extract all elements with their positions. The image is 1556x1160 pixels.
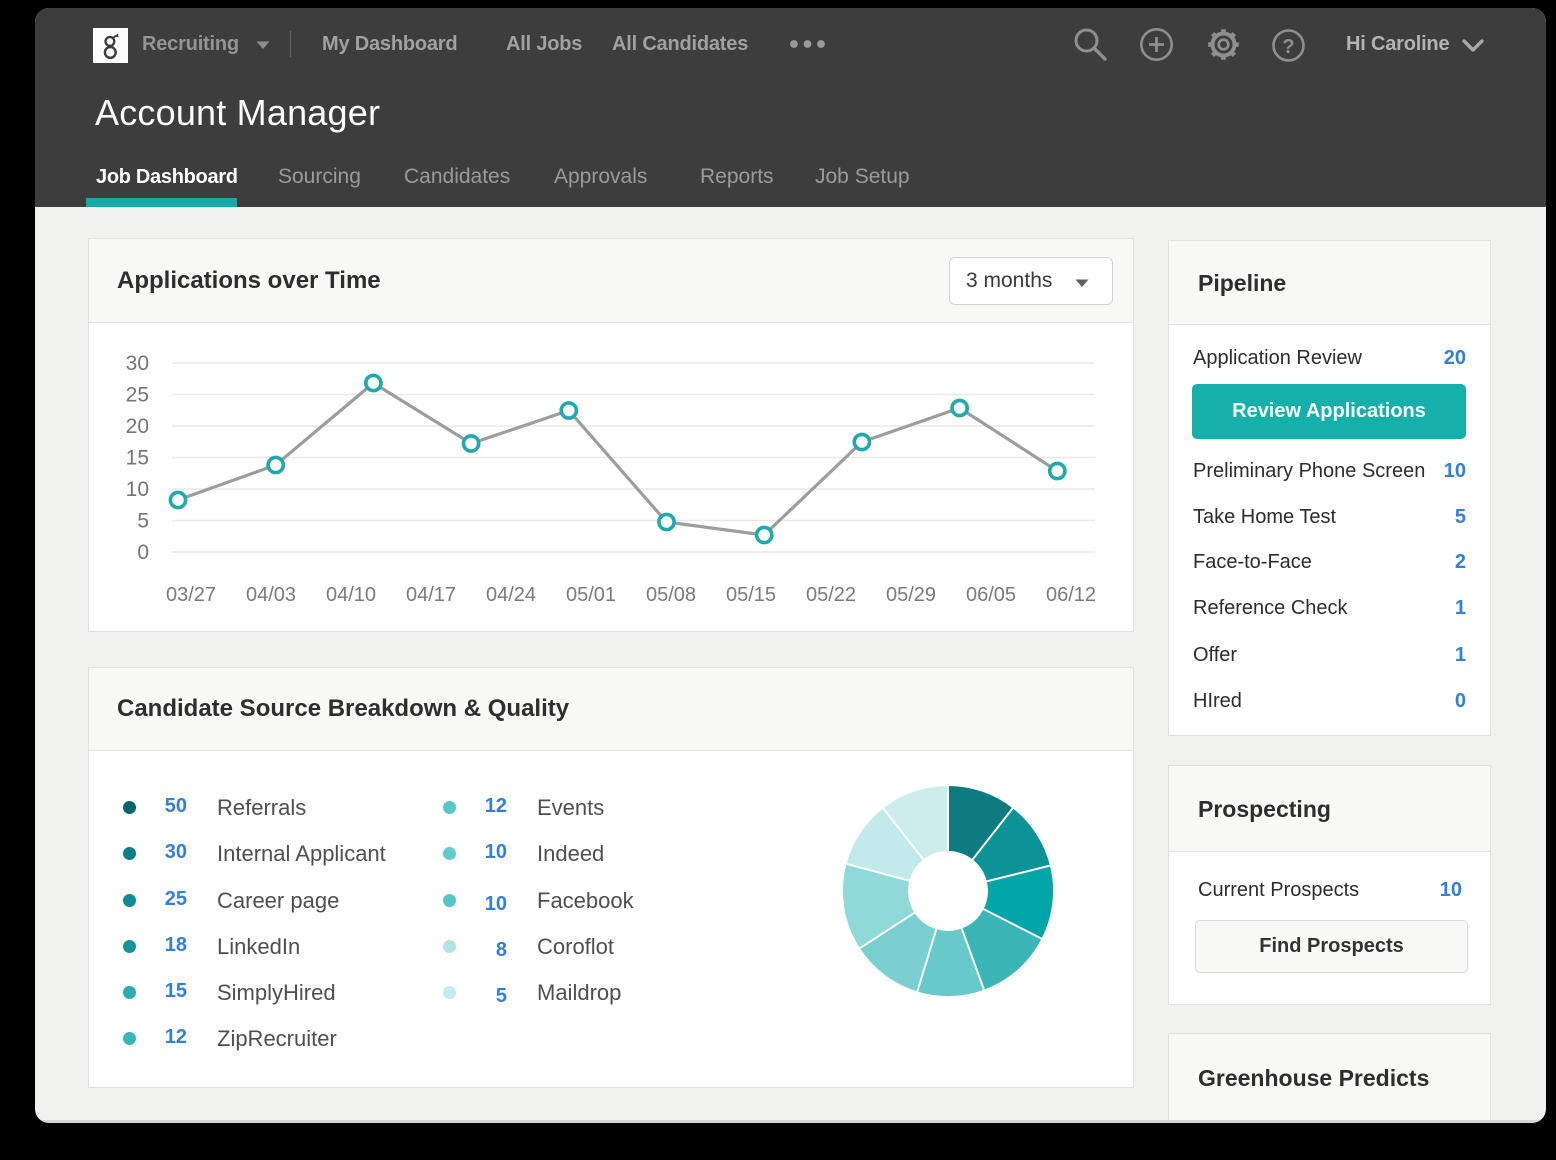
svg-text:04/10: 04/10 — [326, 584, 376, 606]
svg-text:20: 20 — [126, 415, 149, 438]
svg-text:0: 0 — [137, 541, 149, 564]
svg-text:03/27: 03/27 — [166, 584, 216, 606]
svg-text:?: ? — [1282, 36, 1294, 58]
svg-text:06/05: 06/05 — [966, 584, 1016, 606]
svg-text:04/24: 04/24 — [486, 584, 536, 606]
svg-text:06/12: 06/12 — [1046, 584, 1096, 606]
svg-text:05/01: 05/01 — [566, 584, 616, 606]
svg-text:05/22: 05/22 — [806, 584, 856, 606]
svg-text:15: 15 — [126, 447, 149, 470]
svg-text:04/17: 04/17 — [406, 584, 456, 606]
svg-text:30: 30 — [126, 352, 149, 375]
svg-text:04/03: 04/03 — [246, 584, 296, 606]
svg-text:10: 10 — [126, 478, 149, 501]
svg-text:5: 5 — [137, 510, 149, 533]
svg-text:25: 25 — [126, 384, 149, 407]
svg-text:05/15: 05/15 — [726, 584, 776, 606]
svg-text:05/08: 05/08 — [646, 584, 696, 606]
svg-text:05/29: 05/29 — [886, 584, 936, 606]
